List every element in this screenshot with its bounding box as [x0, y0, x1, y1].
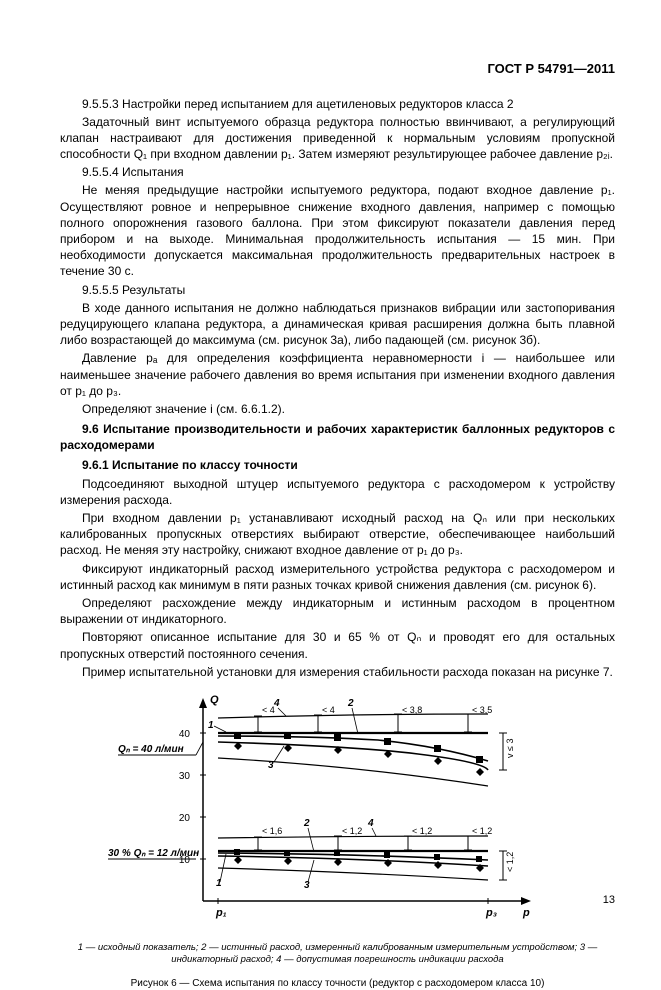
y-label: Q	[210, 694, 219, 706]
ytick-40: 40	[178, 729, 190, 740]
lbl-1l: 1	[216, 878, 222, 889]
lbl-4u: 4	[273, 698, 280, 709]
sec-96-title: 9.6 Испытание производительности и рабоч…	[60, 421, 615, 453]
xtick-p3: p₃	[485, 907, 497, 919]
sec-961-p4: Определяют расхождение между индикаторны…	[60, 595, 615, 627]
ytick-20: 20	[178, 813, 190, 824]
lbl-3l: 3	[304, 880, 310, 891]
sec-961-p1: Подсоединяют выходной штуцер испытуемого…	[60, 476, 615, 508]
ann-u1: < 4	[262, 705, 275, 715]
ann-u2: < 4	[322, 705, 335, 715]
sec-9555-title: 9.5.5.5 Результаты	[60, 282, 615, 298]
ann-l3: < 1,2	[412, 826, 432, 836]
ann-l-right: < 1,2	[505, 852, 515, 872]
sec-961-p2: При входном давлении p₁ устанавливают ис…	[60, 510, 615, 559]
sec-9553-title: 9.5.5.3 Настройки перед испытанием для а…	[60, 96, 615, 112]
ann-l4: < 1,2	[472, 826, 492, 836]
sec-961-p3: Фиксируют индикаторный расход измеритель…	[60, 561, 615, 593]
page-number: 13	[603, 893, 615, 908]
sec-9553-p1: Задаточный винт испытуемого образца реду…	[60, 114, 615, 163]
sec-9554-p1: Не меняя предыдущие настройки испытуемог…	[60, 182, 615, 279]
figure-6-caption: Рисунок 6 — Схема испытания по классу то…	[60, 977, 615, 990]
xtick-p1: p₁	[215, 907, 227, 919]
left-label-upper: Qₙ = 40 л/мин	[118, 744, 184, 755]
sec-9555-p3: Определяют значение i (см. 6.6.1.2).	[60, 401, 615, 417]
sec-961-title: 9.6.1 Испытание по классу точности	[60, 457, 615, 473]
x-label: p	[522, 907, 530, 919]
figure-6: 10 20 30 40 Q p₁ p₃ p	[60, 686, 615, 936]
lbl-2l: 2	[303, 818, 310, 829]
lbl-1u: 1	[208, 720, 214, 731]
sec-961-p6: Пример испытательной установки для измер…	[60, 664, 615, 680]
ann-l2: < 1,2	[342, 826, 362, 836]
lbl-4l: 4	[367, 818, 374, 829]
figure-6-legend: 1 — исходный показатель; 2 — истинный ра…	[60, 942, 615, 967]
left-label-lower: 30 % Qₙ = 12 л/мин	[108, 848, 199, 859]
ann-u-right: v ≤ 3	[505, 738, 515, 757]
ann-l1: < 1,6	[262, 826, 282, 836]
figure-6-svg: 10 20 30 40 Q p₁ p₃ p	[108, 686, 568, 936]
sec-961-p5: Повторяют описанное испытание для 30 и 6…	[60, 629, 615, 661]
sec-9555-p1: В ходе данного испытания не должно наблю…	[60, 300, 615, 349]
sec-9555-p2: Давление pₐ для определения коэффициента…	[60, 350, 615, 399]
doc-header: ГОСТ Р 54791—2011	[60, 60, 615, 78]
ann-u4: < 3,5	[472, 705, 492, 715]
sec-9554-title: 9.5.5.4 Испытания	[60, 164, 615, 180]
lbl-3u: 3	[268, 760, 274, 771]
ytick-30: 30	[178, 771, 190, 782]
ann-u3: < 3,8	[402, 705, 422, 715]
page-container: ГОСТ Р 54791—2011 9.5.5.3 Настройки пере…	[0, 0, 661, 936]
lbl-2u: 2	[347, 698, 354, 709]
